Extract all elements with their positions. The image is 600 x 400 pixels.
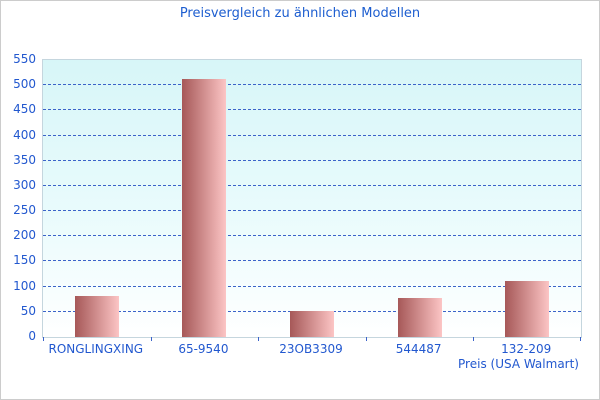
y-tick-label-200: 200 — [13, 228, 36, 243]
gridline-y-100 — [43, 285, 581, 287]
x-tick-label-65-9540: 65-9540 — [178, 342, 229, 356]
x-tick-label-23OB3309: 23OB3309 — [279, 342, 343, 356]
y-tick-label-150: 150 — [13, 253, 36, 268]
gridline-y-500 — [43, 84, 581, 86]
gridline-y-150 — [43, 260, 581, 262]
x-axis-title: Preis (USA Walmart) — [458, 357, 579, 371]
x-tick-label-544487: 544487 — [395, 342, 442, 356]
y-tick-label-400: 400 — [13, 127, 36, 142]
plot-area — [42, 59, 582, 341]
gridline-y-200 — [43, 235, 581, 237]
y-tick-label-50: 50 — [20, 303, 36, 318]
y-tick-label-550: 550 — [13, 52, 36, 66]
gridline-y-450 — [43, 109, 581, 111]
bar-132-209 — [505, 281, 550, 337]
x-axis-tick — [258, 337, 260, 341]
x-axis-tick — [473, 337, 475, 341]
y-tick-label-350: 350 — [13, 152, 36, 167]
gridline-y-300 — [43, 184, 581, 186]
y-tick-label-450: 450 — [13, 102, 36, 117]
x-axis-tick — [150, 337, 152, 341]
y-tick-label-250: 250 — [13, 203, 36, 218]
gridline-y-400 — [43, 134, 581, 136]
gridline-y-350 — [43, 159, 581, 161]
x-tick-label-132-209: 132-209 — [501, 342, 552, 356]
y-tick-label-100: 100 — [13, 278, 36, 293]
bar-65-9540 — [182, 79, 227, 337]
bar-23OB3309 — [290, 310, 334, 337]
bar-544487 — [397, 298, 442, 337]
x-axis-tick — [580, 337, 581, 341]
chart-title: Preisvergleich zu ähnlichen Modellen — [179, 6, 421, 21]
y-tick-label-0: 0 — [28, 329, 36, 343]
y-tick-label-300: 300 — [13, 177, 36, 192]
x-axis-tick — [365, 337, 367, 341]
y-tick-label-500: 500 — [13, 77, 36, 92]
gridline-y-250 — [43, 210, 581, 212]
x-tick-label-RONGLINGXING: RONGLINGXING — [48, 342, 144, 356]
x-axis-tick — [43, 337, 44, 341]
bar-RONGLINGXING — [74, 296, 119, 337]
